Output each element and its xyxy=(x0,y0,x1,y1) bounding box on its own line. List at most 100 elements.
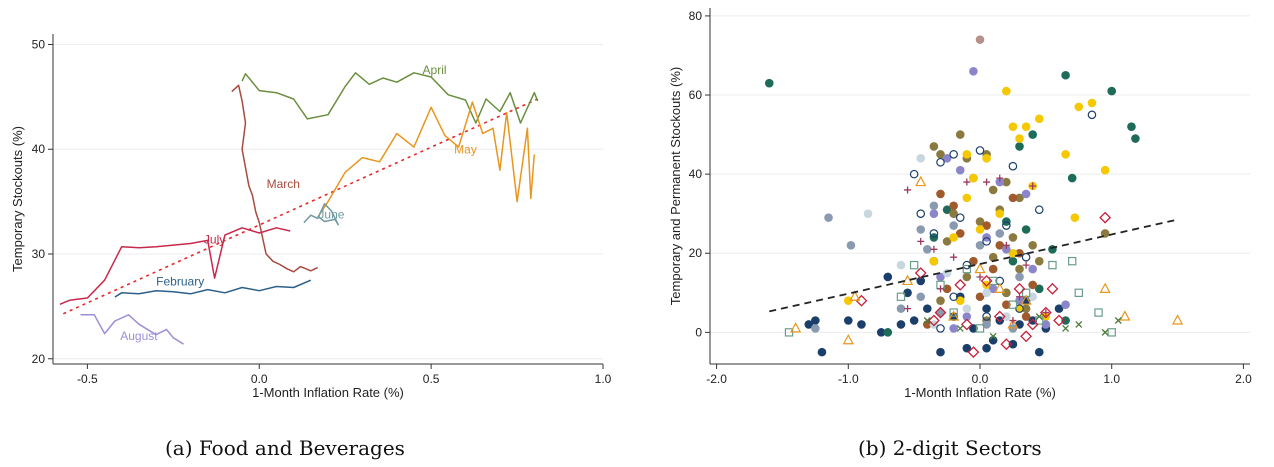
scatter-point-filled-circle xyxy=(982,343,991,353)
y-tick-label: 60 xyxy=(689,88,703,102)
scatter-point-filled-circle xyxy=(988,264,998,274)
x-tick-label: 1.0 xyxy=(1103,372,1120,386)
scatter-point-filled-circle xyxy=(916,292,926,302)
scatter-point-filled-circle xyxy=(1008,233,1018,242)
scatter-point-cross xyxy=(1062,324,1070,332)
scatter-point-filled-circle xyxy=(975,241,985,250)
scatter-point-hollow-square xyxy=(949,308,958,317)
series-label-july: July xyxy=(204,233,225,247)
scatter-point-hollow-circle xyxy=(929,229,939,238)
scatter-point-hollow-square xyxy=(1074,288,1083,298)
scatter-point-hollow-diamond xyxy=(1046,282,1059,295)
scatter-point-filled-circle xyxy=(936,296,945,306)
scatter-point-filled-circle xyxy=(923,244,932,254)
scatter-point-hollow-diamond xyxy=(967,346,980,359)
scatter-point-filled-circle xyxy=(995,229,1005,238)
scatter-point-filled-circle xyxy=(1002,244,1011,254)
scatter-point-filled-circle xyxy=(982,320,991,329)
scatter-point-hollow-triangle xyxy=(1119,310,1131,321)
scatter-point-cross xyxy=(923,317,931,324)
scatter-point-hollow-square xyxy=(1094,308,1103,317)
scatter-point-filled-circle xyxy=(929,201,939,211)
scatter-point-plus xyxy=(936,285,944,293)
scatter-point-filled-circle xyxy=(1021,312,1031,321)
scatter-point-filled-circle xyxy=(916,225,926,234)
scatter-point-plus xyxy=(963,178,971,186)
scatter-point-filled-circle xyxy=(949,221,958,230)
scatter-point-plus xyxy=(904,305,912,313)
scatter-point-filled-circle xyxy=(1008,339,1018,349)
scatter-point-filled-circle xyxy=(942,284,952,294)
scatter-point-filled-circle xyxy=(936,347,945,357)
scatter-point-hollow-circle xyxy=(936,157,945,167)
series-label-march: March xyxy=(267,177,300,191)
scatter-point-hollow-square xyxy=(988,276,998,286)
y-tick-label: 20 xyxy=(689,246,703,260)
scatter-point-filled-circle xyxy=(969,66,978,76)
scatter-point-hollow-diamond xyxy=(1026,318,1039,331)
series-line-june xyxy=(303,202,340,226)
scatter-point-hollow-square xyxy=(896,292,906,301)
series-line-february xyxy=(114,279,312,298)
scatter-point-filled-circle xyxy=(969,173,978,183)
x-tick-label: 2.0 xyxy=(1235,372,1252,386)
scatter-point-hollow-triangle xyxy=(849,290,861,301)
scatter-point-hollow-circle xyxy=(916,209,926,218)
scatter-point-filled-circle xyxy=(1034,347,1044,357)
scatter-point-filled-circle xyxy=(936,308,945,317)
scatter-point-hollow-triangle xyxy=(1007,318,1019,329)
scatter-point-plus xyxy=(1016,293,1024,301)
scatter-point-hollow-triangle xyxy=(994,282,1006,293)
scatter-point-filled-circle xyxy=(883,272,893,282)
scatter-point-filled-circle xyxy=(1107,86,1117,96)
scatter-point-filled-circle xyxy=(936,272,945,282)
scatter-point-filled-circle xyxy=(876,328,886,337)
scatter-point-filled-circle xyxy=(811,324,820,333)
scatter-point-hollow-diamond xyxy=(1053,314,1065,327)
scatter-point-hollow-circle xyxy=(982,312,991,321)
x-tick-label: -1.0 xyxy=(838,372,859,386)
scatter-point-filled-circle xyxy=(1041,312,1051,321)
scatter-point-filled-circle xyxy=(1008,256,1018,266)
series-label-august: August xyxy=(120,329,158,343)
scatter-point-filled-circle xyxy=(1061,300,1070,309)
scatter-point-filled-circle xyxy=(942,237,952,246)
scatter-point-filled-circle xyxy=(1131,134,1140,143)
scatter-point-filled-circle xyxy=(982,154,991,163)
scatter-point-filled-circle xyxy=(982,288,991,298)
scatter-point-hollow-triangle xyxy=(974,262,986,274)
scatter-point-plus xyxy=(1022,261,1030,269)
scatter-point-plus xyxy=(983,178,991,186)
y-axis-label: Temporary and Permanent Stockouts (%) xyxy=(668,67,683,305)
scatter-point-filled-circle xyxy=(955,229,965,238)
scatter-point-filled-circle xyxy=(1028,280,1037,290)
scatter-point-hollow-triangle xyxy=(1099,282,1111,293)
scatter-point-plus xyxy=(917,237,925,245)
scatter-point-hollow-square xyxy=(1008,300,1018,309)
scatter-point-filled-circle xyxy=(949,201,958,211)
y-tick-label: 40 xyxy=(32,142,46,156)
scatter-point-filled-circle xyxy=(1034,284,1044,294)
scatter-point-filled-circle xyxy=(846,241,856,250)
scatter-point-hollow-diamond xyxy=(1099,211,1112,224)
scatter-point-filled-circle xyxy=(936,150,945,159)
scatter-point-filled-circle xyxy=(929,142,939,151)
y-tick-label: 20 xyxy=(32,352,46,366)
scatter-point-filled-circle xyxy=(1002,177,1011,187)
scatter-point-filled-circle xyxy=(1015,272,1024,282)
scatter-point-hollow-square xyxy=(1107,328,1116,337)
scatter-point-filled-circle xyxy=(1127,122,1136,131)
scatter-point-plus xyxy=(1029,182,1037,190)
series-label-april: April xyxy=(423,63,447,77)
scatter-point-filled-circle xyxy=(949,233,958,242)
scatter-point-filled-circle xyxy=(824,213,833,222)
scatter-point-hollow-square xyxy=(1048,260,1057,270)
scatter-point-filled-circle xyxy=(1061,150,1070,159)
scatter-point-filled-circle xyxy=(1067,173,1077,183)
series-label-may: May xyxy=(454,142,477,156)
x-axis-label: 1-Month Inflation Rate (%) xyxy=(904,385,1056,400)
scatter-point-filled-circle xyxy=(1087,98,1097,108)
scatter-point-filled-circle xyxy=(916,276,926,286)
scatter-point-cross xyxy=(1101,328,1109,336)
scatter-point-hollow-triangle xyxy=(1020,294,1032,305)
